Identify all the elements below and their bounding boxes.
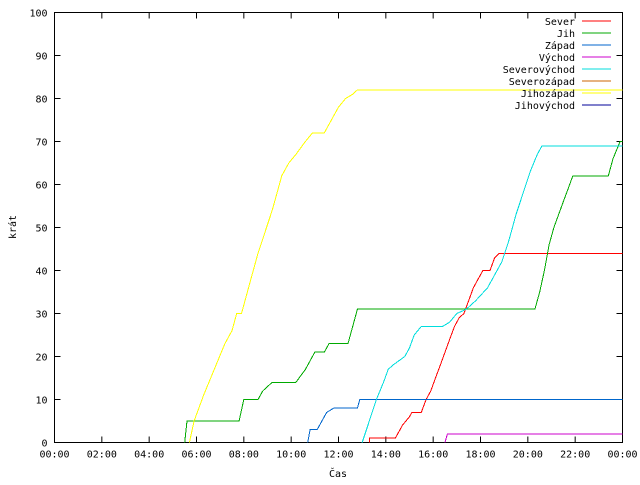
x-tick-label: 04:00 <box>134 450 164 461</box>
x-tick-label: 08:00 <box>229 450 259 461</box>
x-tick-label: 14:00 <box>371 450 401 461</box>
y-axis-label: krát <box>7 215 19 239</box>
y-axis: 0 10 20 30 40 50 60 70 80 90 100 <box>29 9 623 450</box>
series-line-2 <box>307 399 623 443</box>
y-tick-label: 100 <box>29 9 47 20</box>
x-tick-label: 16:00 <box>418 450 448 461</box>
y-tick-label: 30 <box>35 310 47 321</box>
series-line-1 <box>184 141 623 443</box>
y-tick-label: 0 <box>41 439 47 450</box>
x-axis: 00:00 02:00 04:00 06:00 08:00 10:00 12:00 14:00… <box>39 12 638 461</box>
series-line-4 <box>361 145 623 443</box>
x-tick-label: 18:00 <box>465 450 495 461</box>
legend-label: Jihovýchod <box>515 100 575 112</box>
series-line-3 <box>444 433 623 443</box>
x-tick-label: 02:00 <box>87 450 117 461</box>
y-tick-label: 90 <box>35 52 47 63</box>
legend: SeverJihZápadVýchodSeverovýchodSeverozáp… <box>503 17 611 112</box>
x-tick-label: 22:00 <box>560 450 590 461</box>
legend-label: Jihozápad <box>521 88 575 100</box>
legend-label: Západ <box>545 40 575 52</box>
x-tick-label: 00:00 <box>607 450 637 461</box>
x-tick-label: 00:00 <box>39 450 69 461</box>
y-tick-label: 10 <box>35 396 47 407</box>
series-line-6 <box>188 89 623 443</box>
x-tick-label: 20:00 <box>513 450 543 461</box>
legend-label: Sever <box>545 17 575 28</box>
legend-label: Severovýchod <box>503 64 575 76</box>
legend-label: Jih <box>557 29 575 40</box>
legend-label: Severozápad <box>509 76 575 88</box>
series-lines <box>184 89 623 443</box>
y-tick-label: 50 <box>35 224 47 235</box>
y-tick-label: 20 <box>35 353 47 364</box>
y-tick-label: 60 <box>35 181 47 192</box>
y-tick-label: 80 <box>35 95 47 106</box>
legend-label: Východ <box>539 52 575 64</box>
series-line-0 <box>368 252 623 443</box>
x-tick-label: 12:00 <box>323 450 353 461</box>
x-axis-label: Čas <box>329 467 347 480</box>
x-tick-label: 06:00 <box>181 450 211 461</box>
x-tick-label: 10:00 <box>276 450 306 461</box>
y-tick-label: 40 <box>35 267 47 278</box>
y-tick-label: 70 <box>35 138 47 149</box>
